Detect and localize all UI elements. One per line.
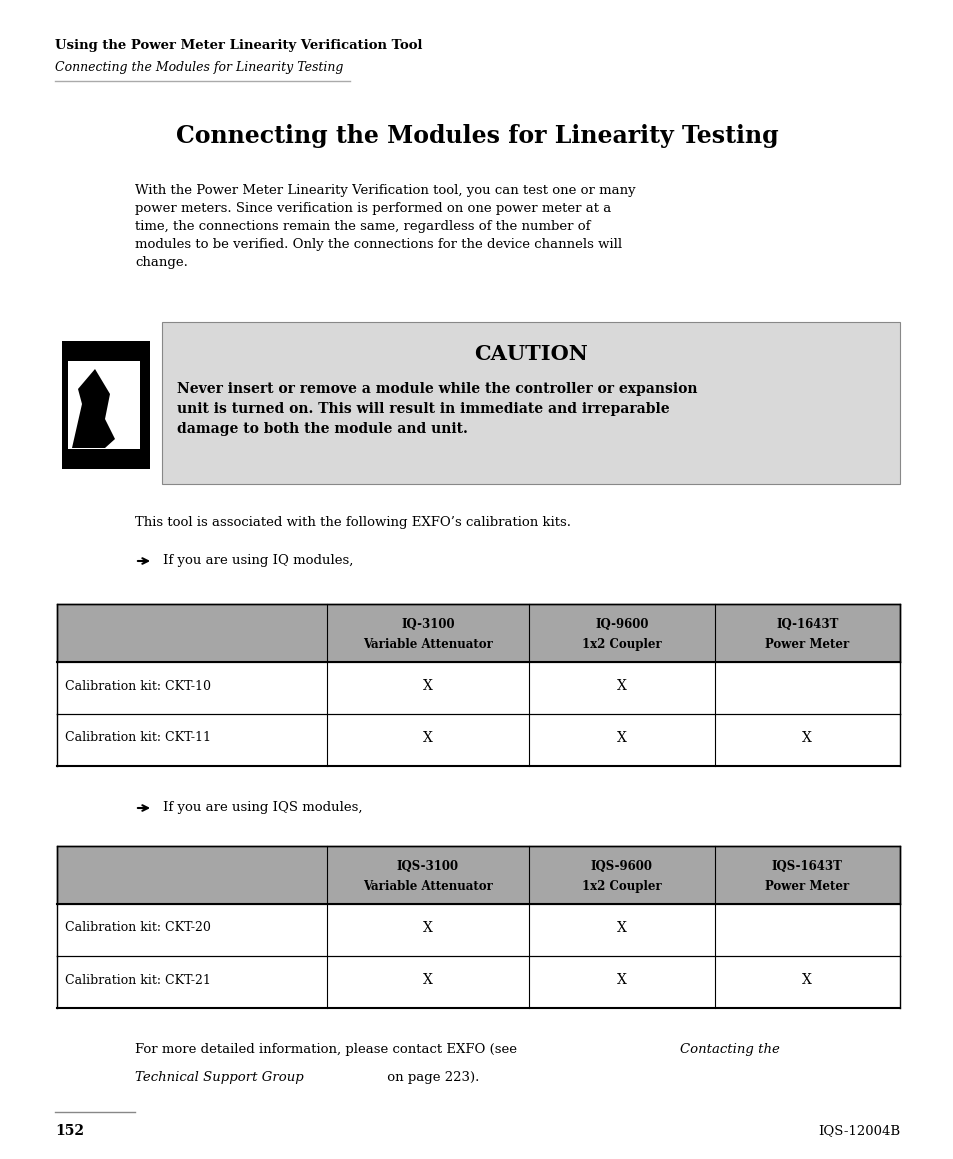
Text: IQS-1643T: IQS-1643T [771,860,841,873]
Text: X: X [617,921,626,935]
Text: Connecting the Modules for Linearity Testing: Connecting the Modules for Linearity Tes… [55,61,343,74]
FancyBboxPatch shape [57,956,899,1008]
Text: For more detailed information, please contact EXFO (see: For more detailed information, please co… [135,1043,520,1056]
Text: 152: 152 [55,1124,84,1138]
Text: This tool is associated with the following EXFO’s calibration kits.: This tool is associated with the followi… [135,516,571,529]
Text: Power Meter: Power Meter [764,637,848,651]
Text: Variable Attenuator: Variable Attenuator [362,637,493,651]
FancyBboxPatch shape [57,714,899,766]
Text: 1x2 Coupler: 1x2 Coupler [581,880,661,892]
Text: X: X [617,731,626,745]
Text: With the Power Meter Linearity Verification tool, you can test one or many
power: With the Power Meter Linearity Verificat… [135,184,635,269]
FancyBboxPatch shape [57,662,899,714]
Text: If you are using IQS modules,: If you are using IQS modules, [163,801,362,814]
Text: Connecting the Modules for Linearity Testing: Connecting the Modules for Linearity Tes… [176,124,778,148]
Text: X: X [617,679,626,693]
FancyBboxPatch shape [68,360,140,449]
Text: Power Meter: Power Meter [764,880,848,892]
Text: If you are using IQ modules,: If you are using IQ modules, [163,554,353,567]
Text: Technical Support Group: Technical Support Group [135,1071,303,1084]
Text: Never insert or remove a module while the controller or expansion
unit is turned: Never insert or remove a module while th… [177,382,697,436]
Text: X: X [422,921,433,935]
Text: Calibration kit: CKT-10: Calibration kit: CKT-10 [65,679,211,692]
Text: Variable Attenuator: Variable Attenuator [362,880,493,892]
Text: Calibration kit: CKT-11: Calibration kit: CKT-11 [65,731,211,744]
Text: Calibration kit: CKT-21: Calibration kit: CKT-21 [65,974,211,986]
Text: X: X [422,974,433,987]
FancyBboxPatch shape [57,904,899,956]
Text: IQ-1643T: IQ-1643T [776,618,838,630]
FancyBboxPatch shape [162,322,899,484]
Text: X: X [801,974,811,987]
Text: IQ-3100: IQ-3100 [400,618,455,630]
Text: CAUTION: CAUTION [474,344,587,364]
Polygon shape [71,369,115,449]
Text: IQS-12004B: IQS-12004B [817,1124,899,1137]
Text: IQS-9600: IQS-9600 [590,860,652,873]
Text: on page 223).: on page 223). [382,1071,478,1084]
Text: Calibration kit: CKT-20: Calibration kit: CKT-20 [65,921,211,934]
Text: X: X [422,679,433,693]
Text: X: X [617,974,626,987]
Text: 1x2 Coupler: 1x2 Coupler [581,637,661,651]
FancyBboxPatch shape [57,846,899,904]
Text: X: X [801,731,811,745]
Text: X: X [422,731,433,745]
Text: Using the Power Meter Linearity Verification Tool: Using the Power Meter Linearity Verifica… [55,39,422,52]
FancyBboxPatch shape [62,341,150,469]
Text: Contacting the: Contacting the [679,1043,779,1056]
Text: IQ-9600: IQ-9600 [595,618,648,630]
FancyBboxPatch shape [57,604,899,662]
Text: IQS-3100: IQS-3100 [396,860,458,873]
